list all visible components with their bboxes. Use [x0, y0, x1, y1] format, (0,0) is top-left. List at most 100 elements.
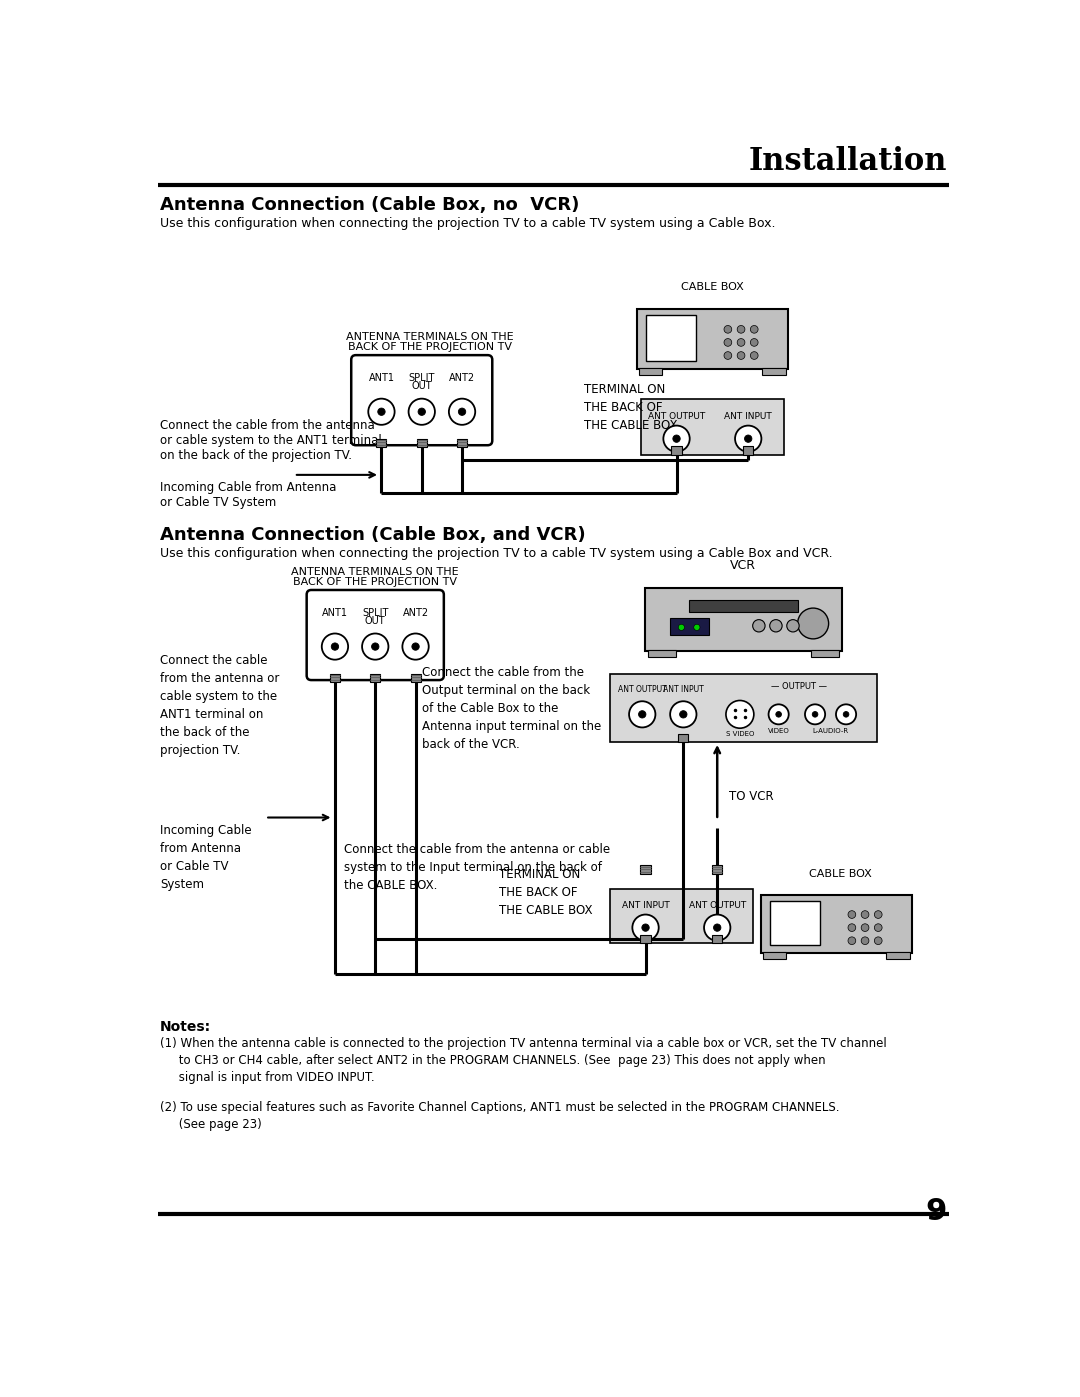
Bar — [689, 599, 798, 612]
FancyBboxPatch shape — [351, 355, 492, 446]
Circle shape — [798, 608, 828, 638]
Bar — [640, 400, 784, 455]
Text: Incoming Cable from Antenna
or Cable TV System: Incoming Cable from Antenna or Cable TV … — [160, 481, 336, 509]
Text: ANT2: ANT2 — [403, 608, 429, 617]
Text: Antenna Connection (Cable Box, no  VCR): Antenna Connection (Cable Box, no VCR) — [160, 196, 579, 214]
Text: Connect the cable from the antenna
or cable system to the ANT1 terminal
on the b: Connect the cable from the antenna or ca… — [160, 419, 381, 462]
Text: Antenna Connection (Cable Box, and VCR): Antenna Connection (Cable Box, and VCR) — [160, 525, 585, 543]
Text: CABLE BOX: CABLE BOX — [809, 869, 872, 879]
Circle shape — [812, 711, 818, 717]
Circle shape — [332, 643, 339, 650]
Text: BACK OF THE PROJECTION TV: BACK OF THE PROJECTION TV — [294, 577, 457, 587]
Text: — OUTPUT —: — OUTPUT — — [771, 682, 827, 692]
Circle shape — [738, 338, 745, 346]
Bar — [770, 901, 821, 944]
Text: Connect the cable from the antenna or cable
system to the Input terminal on the : Connect the cable from the antenna or ca… — [345, 842, 610, 891]
Circle shape — [724, 326, 732, 334]
Bar — [417, 439, 427, 447]
Circle shape — [638, 711, 646, 718]
Circle shape — [679, 711, 687, 718]
Bar — [670, 617, 708, 636]
Text: Incoming Cable
from Antenna
or Cable TV
System: Incoming Cable from Antenna or Cable TV … — [160, 824, 252, 891]
Text: 9: 9 — [926, 1197, 947, 1227]
Text: OUT: OUT — [411, 381, 432, 391]
Circle shape — [786, 620, 799, 631]
Text: TO VCR: TO VCR — [729, 791, 773, 803]
Text: CABLE BOX: CABLE BOX — [681, 282, 744, 292]
Circle shape — [751, 352, 758, 359]
Text: ANT1: ANT1 — [368, 373, 394, 383]
Circle shape — [735, 426, 761, 451]
Text: Connect the cable
from the antenna or
cable system to the
ANT1 terminal on
the b: Connect the cable from the antenna or ca… — [160, 654, 279, 757]
Bar — [712, 865, 723, 873]
Text: Connect the cable from the
Output terminal on the back
of the Cable Box to the
A: Connect the cable from the Output termin… — [422, 666, 600, 750]
Circle shape — [411, 643, 419, 650]
Text: VCR: VCR — [730, 559, 756, 571]
Bar — [811, 651, 839, 658]
Text: VIDEO: VIDEO — [768, 728, 789, 735]
Bar — [637, 309, 788, 369]
Text: ANT INPUT: ANT INPUT — [622, 901, 670, 909]
Circle shape — [642, 923, 649, 932]
Circle shape — [458, 408, 465, 415]
Text: ANT1: ANT1 — [322, 608, 348, 617]
Bar — [610, 675, 877, 742]
Circle shape — [861, 937, 869, 944]
Text: L-AUDIO-R: L-AUDIO-R — [812, 728, 849, 735]
Circle shape — [629, 701, 656, 728]
Circle shape — [726, 700, 754, 728]
Circle shape — [770, 620, 782, 631]
Text: BACK OF THE PROJECTION TV: BACK OF THE PROJECTION TV — [348, 342, 512, 352]
Circle shape — [775, 711, 782, 717]
Circle shape — [322, 633, 348, 659]
Bar — [377, 439, 387, 447]
Circle shape — [449, 398, 475, 425]
Circle shape — [673, 434, 680, 443]
Text: SPLIT: SPLIT — [408, 373, 435, 383]
Bar — [764, 951, 786, 958]
Circle shape — [738, 352, 745, 359]
Text: ANT INPUT: ANT INPUT — [725, 412, 772, 420]
Text: Use this configuration when connecting the projection TV to a cable TV system us: Use this configuration when connecting t… — [160, 217, 775, 231]
Bar — [760, 895, 912, 953]
Text: TERMINAL ON
THE BACK OF
THE CABLE BOX: TERMINAL ON THE BACK OF THE CABLE BOX — [584, 383, 678, 433]
Circle shape — [362, 633, 389, 659]
Circle shape — [724, 352, 732, 359]
Bar — [646, 314, 697, 360]
Circle shape — [368, 398, 394, 425]
Circle shape — [663, 426, 690, 451]
Bar — [640, 865, 650, 873]
Text: S VIDEO: S VIDEO — [726, 731, 754, 738]
Circle shape — [418, 408, 426, 415]
Text: (1) When the antenna cable is connected to the projection TV antenna terminal vi: (1) When the antenna cable is connected … — [160, 1037, 887, 1084]
Circle shape — [408, 398, 435, 425]
Circle shape — [875, 911, 882, 918]
Circle shape — [805, 704, 825, 725]
Circle shape — [372, 643, 379, 650]
Circle shape — [714, 923, 721, 932]
Circle shape — [875, 937, 882, 944]
Circle shape — [861, 911, 869, 918]
Circle shape — [378, 408, 386, 415]
Text: ANTENNA TERMINALS ON THE: ANTENNA TERMINALS ON THE — [292, 567, 459, 577]
Bar — [648, 651, 676, 658]
Circle shape — [769, 704, 788, 725]
Bar — [887, 951, 909, 958]
Bar — [678, 733, 688, 742]
Circle shape — [633, 915, 659, 940]
Circle shape — [848, 923, 855, 932]
Bar — [762, 367, 785, 374]
Text: ANT OUTPUT: ANT OUTPUT — [689, 901, 746, 909]
Text: (2) To use special features such as Favorite Channel Captions, ANT1 must be sele: (2) To use special features such as Favo… — [160, 1101, 839, 1132]
Bar — [639, 367, 662, 374]
Bar — [410, 673, 420, 682]
Circle shape — [751, 338, 758, 346]
Text: TERMINAL ON
THE BACK OF
THE CABLE BOX: TERMINAL ON THE BACK OF THE CABLE BOX — [499, 869, 593, 918]
Circle shape — [861, 923, 869, 932]
Circle shape — [724, 338, 732, 346]
Circle shape — [836, 704, 856, 725]
Bar — [645, 588, 842, 651]
Circle shape — [403, 633, 429, 659]
Text: ANT OUTPUT: ANT OUTPUT — [618, 686, 666, 694]
Circle shape — [678, 624, 685, 630]
